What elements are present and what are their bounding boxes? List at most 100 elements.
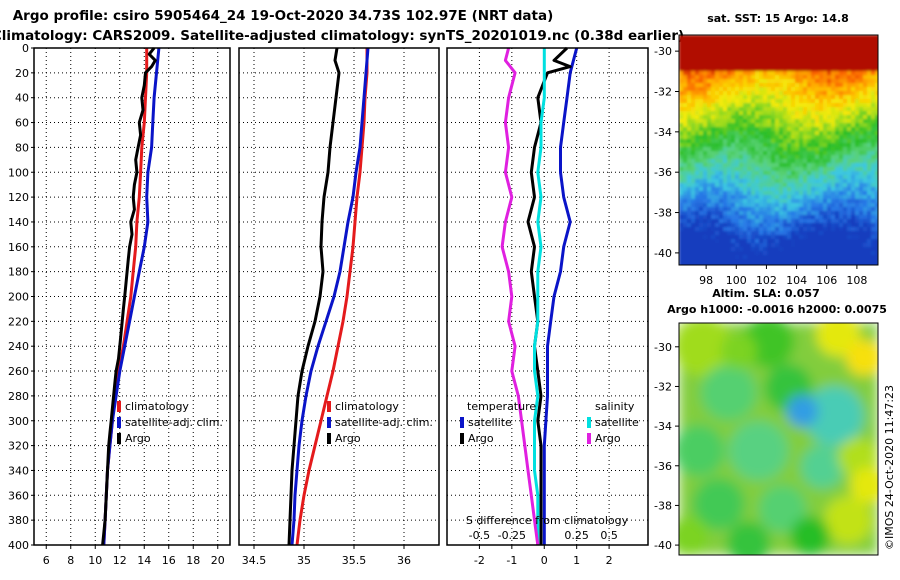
sst-cell bbox=[807, 155, 812, 160]
sst-cell bbox=[707, 111, 712, 116]
sst-cell bbox=[775, 215, 780, 220]
sst-cell bbox=[703, 235, 708, 240]
sst-cell bbox=[727, 215, 732, 220]
sst-cell bbox=[699, 215, 704, 220]
x-tick-label: -1 bbox=[506, 554, 517, 567]
sst-cell bbox=[763, 47, 768, 52]
sst-cell bbox=[875, 199, 878, 204]
sst-cell bbox=[795, 99, 800, 104]
sst-cell bbox=[855, 75, 860, 80]
sst-cell bbox=[715, 123, 720, 128]
sst-cell bbox=[871, 55, 876, 60]
sst-cell bbox=[835, 47, 840, 52]
sst-cell bbox=[771, 143, 776, 148]
sst-cell bbox=[715, 155, 720, 160]
sst-cell bbox=[759, 243, 764, 248]
sst-cell bbox=[683, 139, 688, 144]
sst-cell bbox=[767, 67, 772, 72]
sst-cell bbox=[843, 107, 848, 112]
sst-cell bbox=[803, 51, 808, 56]
sst-cell bbox=[703, 35, 708, 40]
sst-cell bbox=[867, 231, 872, 236]
sst-cell bbox=[707, 119, 712, 124]
sla-y-tick-label: -38 bbox=[654, 499, 672, 512]
sst-cell bbox=[695, 95, 700, 100]
sst-cell bbox=[835, 183, 840, 188]
sst-cell bbox=[691, 259, 696, 264]
sst-cell bbox=[759, 59, 764, 64]
sst-cell bbox=[779, 123, 784, 128]
sst-cell bbox=[787, 247, 792, 252]
sst-cell bbox=[727, 119, 732, 124]
sst-cell bbox=[695, 127, 700, 132]
sst-cell bbox=[711, 227, 716, 232]
sst-cell bbox=[771, 47, 776, 52]
sst-cell bbox=[715, 55, 720, 60]
sst-cell bbox=[823, 39, 828, 44]
legend-swatch bbox=[117, 433, 121, 444]
sst-cell bbox=[867, 131, 872, 136]
depth-tick-label: 20 bbox=[15, 67, 29, 80]
sst-cell bbox=[851, 159, 856, 164]
sst-cell bbox=[723, 175, 728, 180]
sst-cell bbox=[875, 115, 878, 120]
sst-cell bbox=[819, 251, 824, 256]
sst-cell bbox=[679, 227, 684, 232]
sst-cell bbox=[819, 123, 824, 128]
sst-cell bbox=[791, 239, 796, 244]
sst-cell bbox=[763, 111, 768, 116]
sst-cell bbox=[699, 159, 704, 164]
sst-cell bbox=[787, 103, 792, 108]
sst-cell bbox=[855, 183, 860, 188]
sst-cell bbox=[867, 75, 872, 80]
sst-cell bbox=[759, 219, 764, 224]
sst-cell bbox=[703, 231, 708, 236]
sst-cell bbox=[755, 59, 760, 64]
sst-cell bbox=[731, 203, 736, 208]
sst-cell bbox=[863, 87, 868, 92]
sst-cell bbox=[863, 47, 868, 52]
sst-cell bbox=[699, 147, 704, 152]
sst-cell bbox=[847, 35, 852, 40]
sst-cell bbox=[835, 247, 840, 252]
sst-cell bbox=[771, 259, 776, 264]
sst-cell bbox=[751, 243, 756, 248]
sst-cell bbox=[751, 127, 756, 132]
sst-cell bbox=[839, 211, 844, 216]
sst-cell bbox=[859, 235, 864, 240]
sst-cell bbox=[783, 95, 788, 100]
sst-cell bbox=[799, 95, 804, 100]
sst-cell bbox=[795, 91, 800, 96]
sst-cell bbox=[851, 243, 856, 248]
sst-cell bbox=[719, 247, 724, 252]
sst-cell bbox=[783, 111, 788, 116]
sst-cell bbox=[795, 223, 800, 228]
sst-cell bbox=[795, 243, 800, 248]
sst-cell bbox=[707, 239, 712, 244]
sst-cell bbox=[687, 35, 692, 40]
sst-cell bbox=[763, 227, 768, 232]
sst-cell bbox=[731, 119, 736, 124]
sst-cell bbox=[747, 251, 752, 256]
sst-cell bbox=[755, 39, 760, 44]
sst-cell bbox=[679, 103, 684, 108]
sst-cell bbox=[723, 171, 728, 176]
sst-cell bbox=[855, 79, 860, 84]
sst-cell bbox=[871, 59, 876, 64]
sst-cell bbox=[847, 255, 852, 260]
depth-tick-label: 240 bbox=[8, 340, 29, 353]
sst-cell bbox=[835, 131, 840, 136]
sst-cell bbox=[771, 235, 776, 240]
sst-cell bbox=[787, 119, 792, 124]
sst-cell bbox=[695, 111, 700, 116]
sst-cell bbox=[739, 219, 744, 224]
sst-cell bbox=[691, 39, 696, 44]
sst-cell bbox=[851, 183, 856, 188]
sst-cell bbox=[703, 95, 708, 100]
sst-cell bbox=[795, 199, 800, 204]
sst-cell bbox=[779, 143, 784, 148]
sst-cell bbox=[755, 215, 760, 220]
sst-cell bbox=[835, 67, 840, 72]
sst-cell bbox=[847, 247, 852, 252]
sst-cell bbox=[819, 195, 824, 200]
